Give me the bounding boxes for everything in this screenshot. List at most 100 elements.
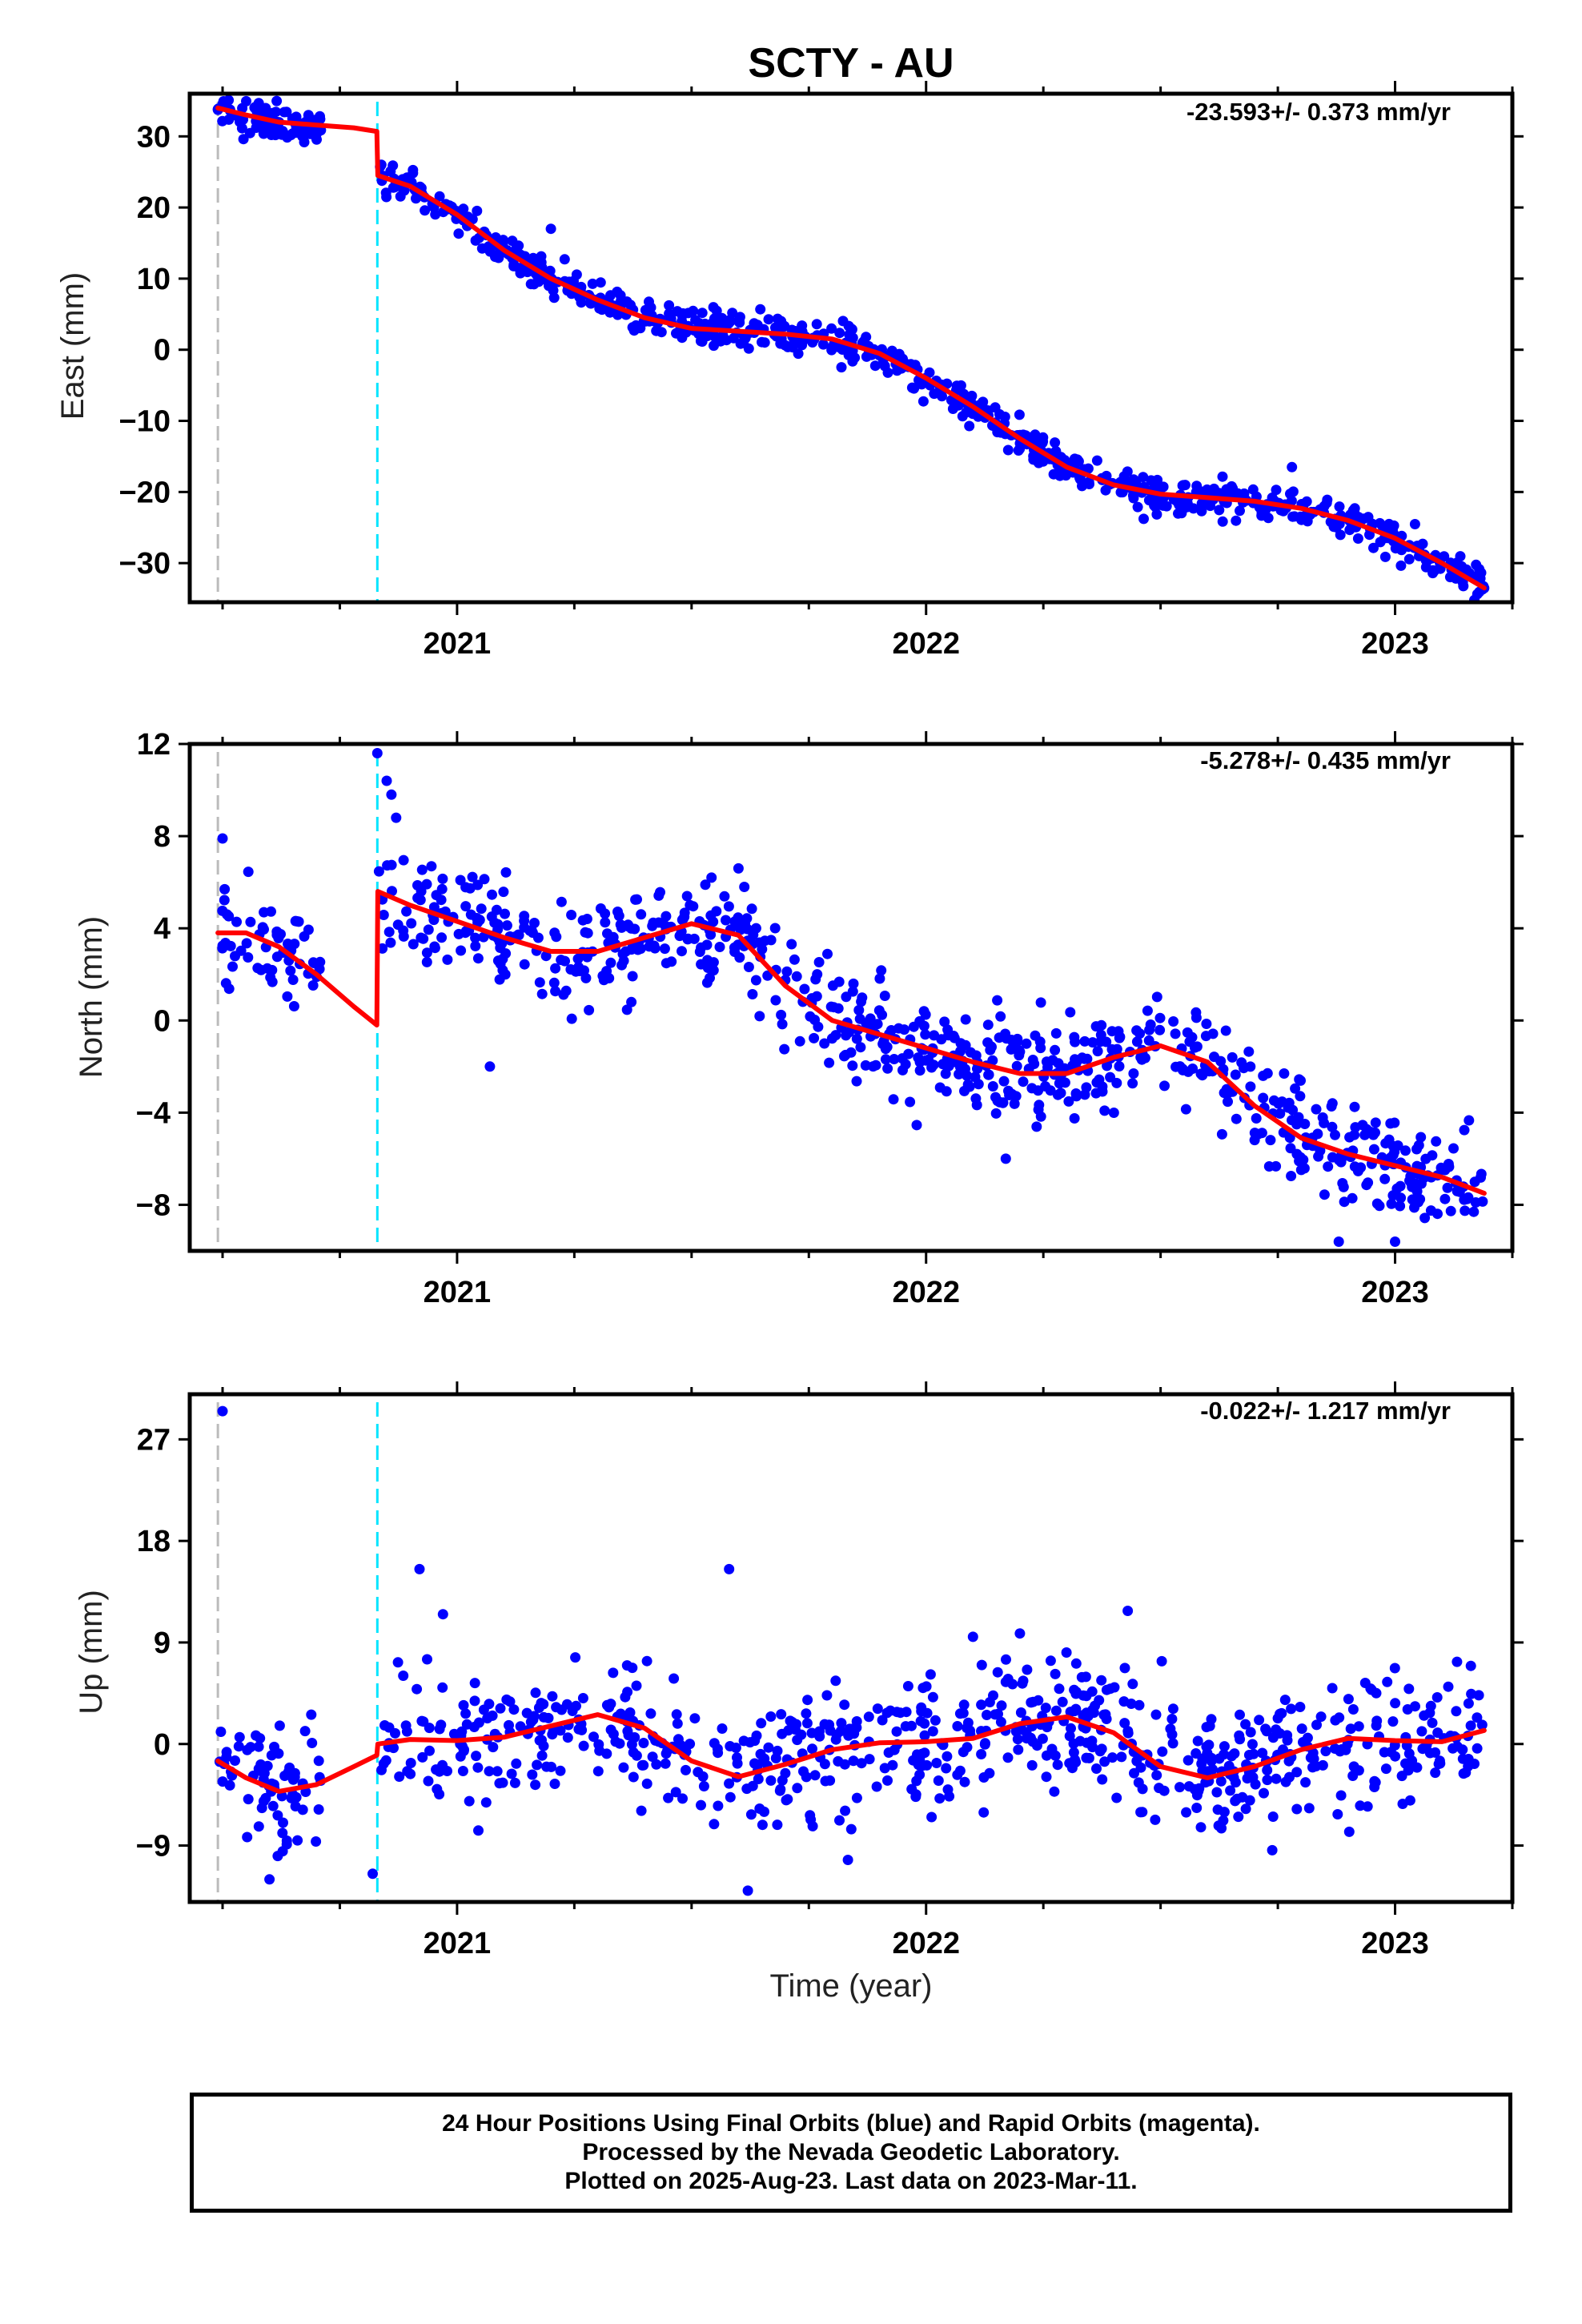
- up-data-point: [1101, 1684, 1112, 1695]
- north-ytick-label: 0: [154, 1004, 171, 1038]
- north-data-point: [770, 995, 781, 1006]
- up-data-point: [1050, 1705, 1062, 1716]
- north-data-point: [416, 932, 427, 943]
- up-data-point: [745, 1809, 757, 1820]
- north-data-point: [809, 1032, 820, 1043]
- up-data-point: [872, 1703, 883, 1715]
- up-data-point: [1463, 1698, 1474, 1709]
- north-data-point: [412, 880, 423, 891]
- north-data-point: [442, 954, 453, 965]
- up-data-point: [1037, 1733, 1048, 1744]
- up-data-point: [801, 1771, 812, 1783]
- up-data-point: [672, 1718, 683, 1729]
- up-data-point: [1359, 1678, 1371, 1688]
- north-data-point: [1287, 1115, 1297, 1126]
- north-data-point: [851, 1033, 862, 1044]
- up-data-point: [511, 1758, 522, 1769]
- north-data-point: [219, 895, 230, 906]
- up-data-point: [802, 1695, 813, 1706]
- north-data-point: [985, 1044, 996, 1055]
- north-data-point: [532, 932, 544, 943]
- north-data-point: [1327, 1121, 1338, 1132]
- east-data-point: [434, 191, 445, 202]
- north-data-point: [621, 1004, 632, 1015]
- up-data-point: [882, 1775, 893, 1786]
- north-data-point: [1063, 1096, 1074, 1107]
- up-data-point: [457, 1766, 468, 1776]
- north-data-point: [500, 866, 512, 878]
- north-data-point: [841, 1030, 852, 1041]
- up-data-point: [765, 1711, 777, 1722]
- up-data-point: [412, 1683, 423, 1695]
- up-data-point: [1340, 1744, 1351, 1755]
- up-data-point: [1240, 1719, 1251, 1730]
- north-xtick-label: 2023: [1361, 1276, 1429, 1309]
- north-data-point: [661, 958, 672, 969]
- north-data-point: [1011, 1060, 1022, 1072]
- north-data-point: [776, 1009, 787, 1020]
- east-xtick-label: 2023: [1361, 627, 1429, 661]
- up-data-point: [805, 1814, 817, 1825]
- north-data-point: [1283, 1097, 1295, 1108]
- east-data-point: [1295, 511, 1306, 522]
- up-data-point: [1196, 1758, 1207, 1769]
- north-data-point: [1371, 1198, 1383, 1209]
- north-data-point: [719, 891, 730, 902]
- north-data-point: [794, 1035, 805, 1047]
- north-data-point: [498, 887, 509, 898]
- east-data-point: [1349, 507, 1360, 518]
- up-data-point: [601, 1699, 612, 1711]
- up-data-point: [266, 1750, 277, 1761]
- north-data-point: [222, 909, 232, 920]
- east-data-point: [271, 107, 282, 118]
- up-data-point: [1235, 1734, 1246, 1745]
- east-data-point: [244, 127, 255, 139]
- north-data-point: [534, 977, 545, 988]
- up-data-point: [1080, 1671, 1091, 1683]
- north-data-point: [1021, 1038, 1032, 1049]
- east-data-point: [924, 367, 935, 378]
- up-data-point: [1452, 1656, 1463, 1667]
- east-data-point: [1444, 572, 1456, 583]
- east-data-point: [315, 111, 325, 122]
- east-data-point: [513, 240, 524, 251]
- north-data-point: [1243, 1046, 1255, 1057]
- north-data-point: [1390, 1236, 1400, 1247]
- up-data-point: [1066, 1763, 1078, 1774]
- north-data-point: [1419, 1212, 1431, 1224]
- north-data-point: [1201, 1019, 1212, 1029]
- up-data-point: [839, 1699, 850, 1711]
- up-data-point: [1127, 1679, 1138, 1690]
- north-data-point: [644, 941, 655, 952]
- up-data-point: [1275, 1708, 1285, 1719]
- north-data-point: [920, 1009, 931, 1020]
- north-data-point: [1079, 1035, 1090, 1047]
- north-data-point: [616, 959, 628, 971]
- north-data-point: [702, 963, 713, 973]
- north-data-point: [998, 1076, 1010, 1087]
- north-data-point: [962, 1070, 973, 1081]
- east-data-point: [1471, 559, 1482, 570]
- north-data-point: [990, 1108, 1002, 1119]
- up-data-point: [253, 1741, 264, 1752]
- east-data-point: [1152, 474, 1163, 485]
- north-data-point: [1101, 1036, 1112, 1047]
- up-data-point: [965, 1725, 976, 1736]
- north-data-point: [1420, 1153, 1431, 1164]
- up-data-point: [1267, 1811, 1279, 1822]
- east-data-point: [237, 103, 248, 114]
- east-axis-label: East (mm): [55, 272, 90, 420]
- east-data-point: [1420, 561, 1431, 573]
- north-data-point: [848, 978, 859, 989]
- up-data-point: [889, 1744, 900, 1755]
- north-data-point: [1323, 1161, 1334, 1172]
- east-data-point: [664, 308, 675, 320]
- up-data-point: [473, 1825, 484, 1836]
- up-data-point: [1432, 1727, 1443, 1739]
- north-data-point: [536, 988, 548, 999]
- up-data-point: [709, 1738, 720, 1749]
- north-data-point: [1223, 1096, 1233, 1108]
- up-data-point: [436, 1719, 447, 1731]
- up-data-point: [217, 1776, 228, 1787]
- up-data-point: [623, 1730, 634, 1741]
